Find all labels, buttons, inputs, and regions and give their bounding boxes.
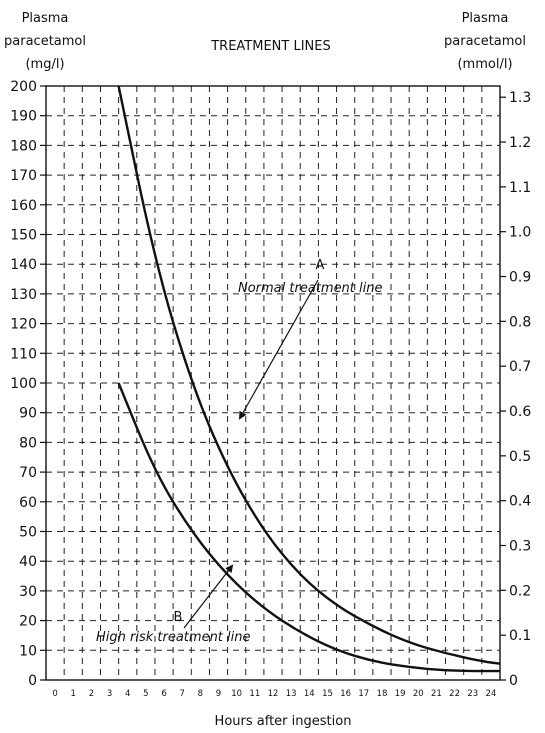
left-axis-title-line-2: paracetamol [4,34,86,49]
y-tick-label-right: 0.4 [509,494,531,510]
series-lines [117,85,501,673]
y-tick-label-right: 1.3 [509,90,531,106]
y-tick-label-left: 170 [10,168,37,184]
x-tick-label: 2 [89,689,94,699]
tick-labels: 0102030405060708090100110120130140150160… [10,79,531,699]
y-tick-label-left: 30 [19,584,37,600]
y-tick-label-left: 200 [10,79,37,95]
y-tick-label-right: 0.9 [509,270,531,286]
x-tick-label: 7 [179,689,184,699]
y-tick-label-left: 120 [10,317,37,333]
x-tick-label: 19 [395,689,406,699]
y-tick-label-right: 0.3 [509,539,531,555]
x-tick-label: 20 [413,689,424,699]
y-tick-label-left: 70 [19,465,37,481]
x-tick-label: 24 [486,689,497,699]
y-tick-label-right: 0.5 [509,449,531,465]
series-b-curve [117,382,500,673]
series-a-curve [117,85,501,665]
series-a-label: Normal treatment line [238,281,383,296]
x-tick-label: 18 [377,689,388,699]
y-tick-label-left: 20 [19,614,37,630]
x-tick-label: 14 [304,689,315,699]
series-a-pointer-arrow [239,279,319,420]
x-tick-label: 6 [161,689,166,699]
y-tick-label-left: 180 [10,138,37,154]
x-tick-label: 13 [286,689,297,699]
y-tick-label-right: 0.1 [509,628,531,644]
x-axis-title: Hours after ingestion [215,714,352,729]
x-tick-label: 17 [358,689,369,699]
left-axis-title-line-3: (mg/l) [25,57,64,72]
series-a-letter: A [316,258,325,273]
y-tick-label-right: 1.1 [509,180,531,196]
x-tick-label: 3 [107,689,112,699]
series-b-letter: B [174,610,183,625]
series-b-label: High risk treatment line [96,630,251,645]
x-tick-label: 11 [249,689,260,699]
x-tick-label: 8 [198,689,203,699]
x-tick-label: 21 [431,689,442,699]
x-tick-label: 4 [125,689,130,699]
y-tick-label-left: 100 [10,376,37,392]
y-tick-label-left: 0 [28,673,37,689]
y-tick-label-left: 110 [10,346,37,362]
y-tick-label-left: 190 [10,109,37,125]
y-tick-label-left: 60 [19,495,37,511]
x-tick-label: 23 [467,689,478,699]
x-tick-label: 22 [449,689,460,699]
y-tick-label-right: 0.8 [509,314,531,330]
y-tick-label-right: 0.7 [509,359,531,375]
y-tick-label-left: 140 [10,257,37,273]
x-tick-label: 15 [322,689,333,699]
x-tick-label: 5 [143,689,148,699]
y-tick-label-left: 90 [19,406,37,422]
y-tick-label-left: 10 [19,643,37,659]
x-tick-label: 12 [268,689,279,699]
left-axis-title-line-1: Plasma [22,11,69,26]
grid-lines [46,86,500,680]
x-tick-label: 0 [52,689,57,699]
right-axis-title-line-2: paracetamol [444,34,526,49]
right-axis-title-line-1: Plasma [462,11,509,26]
y-tick-label-right: 1.2 [509,135,531,151]
y-tick-label-right: 0 [509,673,518,689]
y-tick-label-right: 1.0 [509,225,531,241]
x-tick-label: 1 [71,689,76,699]
right-axis-title-line-3: (mmol/l) [457,57,512,72]
y-tick-label-left: 150 [10,228,37,244]
y-tick-label-left: 130 [10,287,37,303]
x-tick-label: 16 [340,689,351,699]
y-tick-label-right: 0.6 [509,404,531,420]
series-b-pointer-arrow [183,564,234,629]
y-tick-label-left: 40 [19,554,37,570]
y-tick-label-left: 80 [19,435,37,451]
y-tick-label-right: 0.2 [509,583,531,599]
chart-title: TREATMENT LINES [210,39,331,54]
y-tick-label-left: 50 [19,525,37,541]
x-tick-label: 10 [231,689,242,699]
y-tick-label-left: 160 [10,198,37,214]
x-tick-label: 9 [216,689,221,699]
